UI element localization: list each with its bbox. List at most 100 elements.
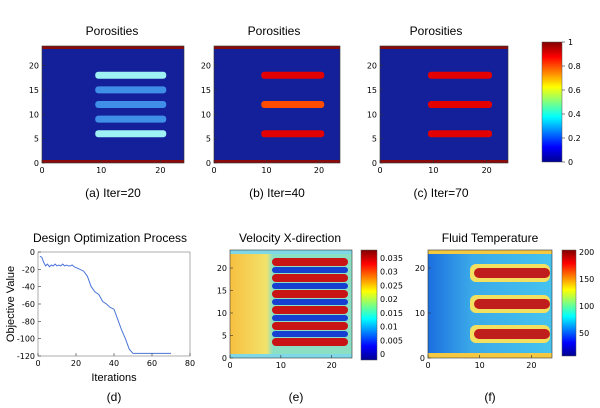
panel-a-porosity-bar bbox=[95, 86, 167, 94]
panel-a-ytick-label: 15 bbox=[29, 86, 39, 95]
panel-a-porosity-bar bbox=[95, 101, 167, 108]
panel-e-xtick-label: 10 bbox=[276, 361, 286, 370]
panel-d-ytick-label: -120 bbox=[17, 352, 35, 361]
panel-b-caption: (b) Iter=40 bbox=[249, 186, 305, 200]
panel-c-ytick-label: 5 bbox=[372, 135, 377, 144]
panel-b-porosity-bar bbox=[261, 101, 325, 108]
temperature-stripe bbox=[474, 329, 550, 339]
panel-b-porosity-bar bbox=[261, 71, 325, 79]
velocity-colorbar-label: 0 bbox=[380, 350, 385, 359]
panel-d-plot-area bbox=[37, 251, 191, 357]
velocity-colorbar-label: 0.015 bbox=[380, 309, 403, 318]
porosity-colorbar-label: 0 bbox=[568, 158, 573, 167]
panel-e-caption: (e) bbox=[289, 390, 304, 404]
temperature-stripes bbox=[470, 264, 550, 343]
velocity-stripe-blue bbox=[272, 299, 348, 305]
panel-e-ytick-label: 15 bbox=[217, 287, 227, 296]
panel-d-title: Design Optimization Process bbox=[33, 231, 187, 245]
velocity-stripe-blue bbox=[272, 283, 348, 289]
panel-a-title: Porosities bbox=[86, 24, 139, 38]
porosity-colorbar-label: 0.6 bbox=[568, 86, 581, 95]
panel-d-ytick-label: -60 bbox=[22, 300, 35, 309]
panel-a-caption: (a) Iter=20 bbox=[85, 186, 141, 200]
panel-a-xtick-label: 10 bbox=[96, 166, 106, 175]
temperature-colorbar-label: 100 bbox=[579, 302, 594, 311]
panel-b-ytick-label: 0 bbox=[206, 159, 211, 168]
velocity-colorbar-label: 0.03 bbox=[380, 268, 398, 277]
panel-e-bottom-edge bbox=[230, 354, 352, 358]
panel-d-xtick-label: 60 bbox=[147, 359, 157, 368]
panel-d-xtick-label: 20 bbox=[71, 359, 81, 368]
porosity-colorbar-label: 0.2 bbox=[568, 134, 581, 143]
porosity-colorbar-label: 0.8 bbox=[568, 62, 581, 71]
velocity-stripe-red bbox=[272, 306, 348, 314]
panel-a-porosity-bar bbox=[95, 71, 167, 79]
panel-c: Porosities 0 10 20 0 5 10 15 20 (c) Iter=70 bbox=[367, 24, 509, 200]
panel-c-porosity-bar bbox=[428, 71, 492, 79]
velocity-stripe-red bbox=[272, 258, 348, 266]
panel-c-porosity-bar bbox=[428, 101, 492, 108]
panel-f-bottom-edge bbox=[428, 353, 552, 358]
panel-e-xtick-label: 0 bbox=[227, 361, 232, 370]
panel-e: Velocity X-direction 0 10 20 0 5 10 15 20 0.035… bbox=[217, 231, 403, 404]
panel-d-ytick-label: -40 bbox=[22, 283, 35, 292]
velocity-stripe-blue bbox=[272, 267, 348, 273]
panel-d-ylabel: Objective Value bbox=[5, 266, 17, 342]
panel-e-ytick-label: 20 bbox=[217, 264, 227, 273]
panel-e-title: Velocity X-direction bbox=[239, 231, 341, 245]
velocity-stripe-red bbox=[272, 322, 348, 330]
panel-f-ytick-label: 0 bbox=[420, 354, 425, 363]
panel-d-xlabel: Iterations bbox=[91, 372, 137, 384]
panel-f-ytick-label: 20 bbox=[415, 264, 425, 273]
panel-b-title: Porosities bbox=[248, 24, 301, 38]
panel-d-ytick-label: -80 bbox=[22, 317, 35, 326]
temperature-colorbar-label: 50 bbox=[579, 329, 589, 338]
panel-b-xtick-label: 20 bbox=[314, 166, 324, 175]
panel-c-top-wall bbox=[380, 46, 508, 49]
panel-a-porosity-bar bbox=[95, 130, 167, 138]
porosity-colorbar: 1 0.8 0.6 0.4 0.2 0 bbox=[541, 38, 581, 167]
temperature-colorbar-label: 150 bbox=[579, 275, 594, 284]
panel-a-ytick-label: 0 bbox=[34, 159, 39, 168]
panel-c-bottom-wall bbox=[380, 160, 508, 163]
panel-b-porosity-bar bbox=[261, 130, 325, 138]
panel-c-title: Porosities bbox=[410, 24, 463, 38]
panel-a-ytick-label: 5 bbox=[34, 135, 39, 144]
temperature-colorbar-gradient bbox=[561, 249, 577, 357]
panel-d-ytick-label: -100 bbox=[17, 335, 35, 344]
velocity-colorbar-label: 0.005 bbox=[380, 336, 403, 345]
panel-c-ytick-label: 20 bbox=[367, 62, 377, 71]
velocity-stripe-red bbox=[272, 290, 348, 298]
velocity-colorbar-label: 0.01 bbox=[380, 323, 398, 332]
panel-a-bottom-wall bbox=[42, 160, 184, 163]
objective-line bbox=[39, 255, 171, 354]
panel-e-ytick-label: 5 bbox=[222, 332, 227, 341]
panel-c-xtick-label: 20 bbox=[482, 166, 492, 175]
panel-f-xtick-label: 10 bbox=[475, 361, 485, 370]
panel-a-frame bbox=[41, 45, 185, 164]
panel-e-frame bbox=[229, 249, 353, 359]
velocity-stripes bbox=[272, 258, 348, 346]
panel-b-frame bbox=[213, 45, 341, 164]
panel-d-caption: (d) bbox=[107, 390, 122, 404]
panel-b: Porosities 0 10 20 0 5 10 15 20 (b) Iter=40 bbox=[201, 24, 341, 200]
panel-a-bars bbox=[95, 71, 167, 138]
panel-f-frame bbox=[427, 249, 553, 359]
panel-b-ytick-label: 15 bbox=[201, 86, 211, 95]
panel-e-top-edge bbox=[230, 250, 352, 254]
panel-a-xtick-label: 20 bbox=[155, 166, 165, 175]
porosity-colorbar-label: 1 bbox=[568, 38, 573, 47]
panel-f-xtick-label: 20 bbox=[526, 361, 536, 370]
panel-b-xtick-label: 10 bbox=[261, 166, 271, 175]
panel-c-frame bbox=[379, 45, 509, 164]
panel-a-porosity-bar bbox=[95, 115, 167, 123]
panel-b-bars bbox=[261, 71, 325, 138]
panel-a-top-wall bbox=[42, 46, 184, 49]
panel-b-bottom-wall bbox=[214, 160, 340, 163]
temperature-stripe bbox=[474, 268, 550, 278]
velocity-colorbar-label: 0.035 bbox=[380, 254, 403, 263]
panel-d-ytick-label: 0 bbox=[30, 248, 35, 257]
panel-e-ytick-label: 0 bbox=[222, 354, 227, 363]
panel-c-ytick-label: 0 bbox=[372, 159, 377, 168]
panel-d-xtick-label: 0 bbox=[35, 359, 40, 368]
